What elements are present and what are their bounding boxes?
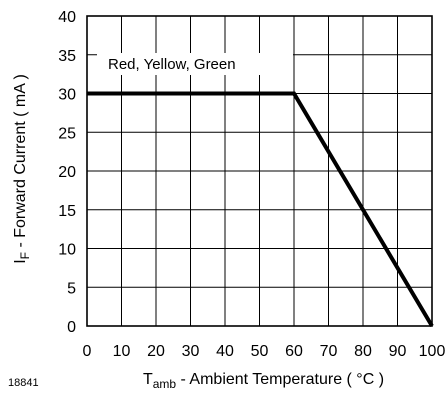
figure-id: 18841 (8, 377, 39, 389)
y-tick-label: 10 (58, 242, 76, 259)
x-tick-label: 70 (320, 343, 338, 360)
y-tick-label: 15 (58, 203, 76, 220)
y-axis-title-rest: - Forward Current ( mA ) (12, 74, 29, 252)
y-axis-title-subscript: F (18, 252, 32, 259)
y-tick-label: 40 (58, 9, 76, 26)
x-tick-label: 20 (147, 343, 165, 360)
x-tick-label: 100 (419, 343, 446, 360)
plot-frame (86, 15, 433, 327)
y-tick-label: 35 (58, 48, 76, 65)
y-axis-title-symbol: I (12, 259, 29, 263)
x-tick-label: 80 (354, 343, 372, 360)
x-tick-label: 50 (251, 343, 269, 360)
y-axis-ticks: 0 5 10 15 20 25 30 35 40 (58, 9, 76, 336)
series-label: Red, Yellow, Green (108, 56, 236, 73)
x-tick-label: 60 (285, 343, 303, 360)
x-tick-label: 10 (113, 343, 131, 360)
x-axis-title-rest: - Ambient Temperature ( °C ) (176, 371, 384, 388)
y-tick-label: 20 (58, 164, 76, 181)
y-axis-title: IF - Forward Current ( mA ) (12, 74, 32, 264)
grid (87, 16, 432, 326)
x-axis-title-symbol: T (143, 371, 153, 388)
x-tick-label: 30 (182, 343, 200, 360)
x-tick-label: 0 (83, 343, 92, 360)
y-tick-label: 5 (67, 280, 76, 297)
y-tick-label: 25 (58, 125, 76, 142)
x-tick-label: 40 (216, 343, 234, 360)
series-label-background (97, 53, 293, 75)
x-axis-title: Tamb - Ambient Temperature ( °C ) (143, 371, 384, 391)
x-axis-ticks: 0 10 20 30 40 50 60 70 80 90 100 (83, 343, 446, 360)
series-line-red-yellow-green (87, 91, 434, 328)
y-tick-label: 30 (58, 87, 76, 104)
x-tick-label: 90 (389, 343, 407, 360)
x-axis-title-subscript: amb (153, 377, 177, 391)
y-tick-label: 0 (67, 319, 76, 336)
